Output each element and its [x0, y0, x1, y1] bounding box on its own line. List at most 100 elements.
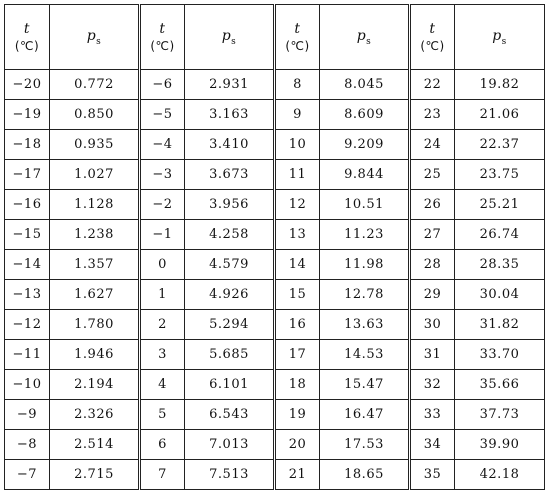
temperature-cell: 25: [408, 159, 455, 190]
pressure-cell: 31.82: [454, 309, 545, 340]
temperature-cell: −6: [138, 69, 185, 100]
pressure-cell: 0.772: [49, 69, 140, 100]
temperature-cell: 31: [408, 339, 455, 370]
pressure-cell: 42.18: [454, 459, 545, 490]
pressure-cell: 10.51: [319, 189, 410, 220]
header-pressure-4: ps: [454, 4, 545, 70]
pressure-cell: 2.514: [49, 429, 140, 460]
table-row: −20 0.772 −6 2.931 8 8.045 22 19.82: [4, 69, 545, 100]
pressure-cell: 15.47: [319, 369, 410, 400]
temperature-cell: −5: [138, 99, 185, 130]
temperature-cell: 21: [273, 459, 320, 490]
temperature-cell: 24: [408, 129, 455, 160]
table-row: −9 2.326 5 6.543 19 16.47 33 37.73: [4, 399, 545, 430]
header-t-unit: (℃): [14, 39, 40, 53]
temperature-cell: 2: [138, 309, 185, 340]
pressure-cell: 3.163: [184, 99, 275, 130]
header-pressure-2: ps: [184, 4, 275, 70]
header-t-unit: (℃): [285, 39, 310, 53]
temperature-cell: 5: [138, 399, 185, 430]
temperature-cell: 16: [273, 309, 320, 340]
pressure-cell: 28.35: [454, 249, 545, 280]
pressure-cell: 2.194: [49, 369, 140, 400]
header-p-letter: p: [86, 27, 97, 44]
header-temperature-3: t (℃): [273, 4, 320, 70]
pressure-cell: 37.73: [454, 399, 545, 430]
temperature-cell: 19: [273, 399, 320, 430]
temperature-cell: −12: [4, 309, 50, 340]
pressure-cell: 2.931: [184, 69, 275, 100]
pressure-cell: 33.70: [454, 339, 545, 370]
pressure-cell: 19.82: [454, 69, 545, 100]
temperature-cell: 17: [273, 339, 320, 370]
pressure-cell: 18.65: [319, 459, 410, 490]
pressure-cell: 2.715: [49, 459, 140, 490]
table-header: t (℃) ps t (℃) ps t (℃) ps t (℃) ps: [4, 4, 545, 70]
temperature-cell: 1: [138, 279, 185, 310]
temperature-cell: 35: [408, 459, 455, 490]
temperature-cell: −7: [4, 459, 50, 490]
temperature-cell: 8: [273, 69, 320, 100]
temperature-cell: −19: [4, 99, 50, 130]
header-p-subscript: s: [231, 36, 237, 47]
header-p-letter: p: [356, 27, 367, 44]
header-t-unit: (℃): [150, 39, 175, 53]
temperature-cell: 20: [273, 429, 320, 460]
pressure-cell: 3.956: [184, 189, 275, 220]
pressure-cell: 21.06: [454, 99, 545, 130]
table-row: −11 1.946 3 5.685 17 14.53 31 33.70: [4, 339, 545, 370]
temperature-cell: 23: [408, 99, 455, 130]
pressure-cell: 9.209: [319, 129, 410, 160]
table-body: −20 0.772 −6 2.931 8 8.045 22 19.82 −19 0.850 −5 3.…: [4, 69, 545, 490]
temperature-cell: −14: [4, 249, 50, 280]
pressure-cell: 0.935: [49, 129, 140, 160]
table-row: −14 1.357 0 4.579 14 11.98 28 28.35: [4, 249, 545, 280]
pressure-cell: 17.53: [319, 429, 410, 460]
header-temperature-1: t (℃): [4, 4, 50, 70]
pressure-cell: 2.326: [49, 399, 140, 430]
header-p-subscript: s: [96, 36, 102, 47]
temperature-cell: −18: [4, 129, 50, 160]
table-row: −7 2.715 7 7.513 21 18.65 35 42.18: [4, 459, 545, 490]
header-pressure-3: ps: [319, 4, 410, 70]
pressure-cell: 0.850: [49, 99, 140, 130]
temperature-cell: −17: [4, 159, 50, 190]
header-p-symbol: ps: [492, 27, 507, 47]
temperature-cell: 0: [138, 249, 185, 280]
temperature-cell: −3: [138, 159, 185, 190]
pressure-cell: 1.627: [49, 279, 140, 310]
table-row: −15 1.238 −1 4.258 13 11.23 27 26.74: [4, 219, 545, 250]
pressure-cell: 11.98: [319, 249, 410, 280]
pressure-cell: 4.258: [184, 219, 275, 250]
header-t-symbol: t: [429, 21, 436, 37]
header-p-symbol: ps: [86, 27, 102, 47]
pressure-cell: 14.53: [319, 339, 410, 370]
temperature-cell: −11: [4, 339, 50, 370]
temperature-cell: 6: [138, 429, 185, 460]
temperature-cell: 27: [408, 219, 455, 250]
pressure-cell: 26.74: [454, 219, 545, 250]
pressure-cell: 30.04: [454, 279, 545, 310]
pressure-cell: 12.78: [319, 279, 410, 310]
pressure-cell: 39.90: [454, 429, 545, 460]
temperature-cell: −2: [138, 189, 185, 220]
vapor-pressure-table-container: t (℃) ps t (℃) ps t (℃) ps t (℃) ps −20 0.772 −6 2.931…: [4, 4, 545, 490]
temperature-cell: 7: [138, 459, 185, 490]
table-row: −19 0.850 −5 3.163 9 8.609 23 21.06: [4, 99, 545, 130]
pressure-cell: 16.47: [319, 399, 410, 430]
temperature-cell: 26: [408, 189, 455, 220]
table-row: −10 2.194 4 6.101 18 15.47 32 35.66: [4, 369, 545, 400]
pressure-cell: 9.844: [319, 159, 410, 190]
header-row: t (℃) ps t (℃) ps t (℃) ps t (℃) ps: [4, 4, 545, 70]
temperature-cell: 15: [273, 279, 320, 310]
temperature-cell: −10: [4, 369, 50, 400]
pressure-cell: 4.579: [184, 249, 275, 280]
header-temperature-2: t (℃): [138, 4, 185, 70]
header-p-letter: p: [221, 27, 232, 44]
header-p-symbol: ps: [221, 27, 237, 47]
header-t-symbol: t: [294, 21, 301, 37]
header-p-letter: p: [492, 27, 502, 44]
temperature-cell: 33: [408, 399, 455, 430]
table-row: −13 1.627 1 4.926 15 12.78 29 30.04: [4, 279, 545, 310]
header-pressure-1: ps: [49, 4, 140, 70]
